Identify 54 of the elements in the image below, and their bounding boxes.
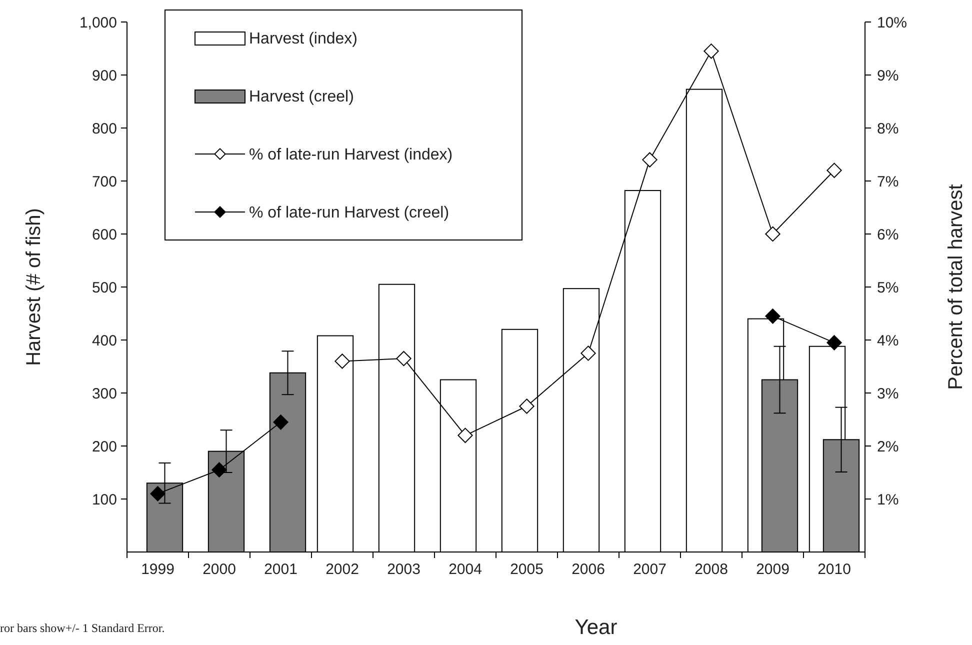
point xyxy=(580,346,596,361)
y2-tick-label: 6% xyxy=(877,226,899,244)
point xyxy=(765,226,780,242)
point xyxy=(519,398,534,414)
legend-label: Harvest (index) xyxy=(249,30,358,48)
point xyxy=(396,350,412,366)
legend-label: % of late-run Harvest (index) xyxy=(249,146,453,164)
x-tick-label: 1999 xyxy=(141,561,174,578)
point xyxy=(212,462,227,478)
x-tick-label: 2009 xyxy=(756,561,790,578)
y-tick-label: 1,000 xyxy=(79,14,117,32)
y2-tick-label: 7% xyxy=(877,173,899,190)
x-tick-label: 2000 xyxy=(202,561,236,578)
point xyxy=(704,44,719,59)
y-tick-label: 500 xyxy=(92,279,117,296)
x-tick-label: 2003 xyxy=(387,561,420,578)
y2-tick-label: 2% xyxy=(877,438,899,456)
y-tick-label: 300 xyxy=(92,385,117,402)
legend-label: Harvest (creel) xyxy=(249,88,354,106)
point xyxy=(334,354,350,369)
x-tick-label: 2006 xyxy=(572,561,605,578)
y2-tick-label: 9% xyxy=(877,67,899,84)
y2-tick-label: 10% xyxy=(877,14,908,32)
y2-tick-label: 1% xyxy=(877,491,899,508)
point xyxy=(150,486,166,502)
y-tick-label: 900 xyxy=(92,67,117,84)
y-tick-label: 800 xyxy=(92,120,117,138)
y2-tick-label: 4% xyxy=(877,332,899,350)
point xyxy=(826,335,842,350)
y-tick-label: 700 xyxy=(92,173,117,190)
y2-axis-title: Percent of total harvest xyxy=(945,184,967,390)
point xyxy=(642,152,658,168)
legend-label: % of late-run Harvest (creel) xyxy=(249,204,450,222)
y-tick-label: 600 xyxy=(92,226,117,244)
y-axis-title: Harvest (# of fish) xyxy=(23,208,45,366)
text: ror bars show+/- 1 Standard Error. xyxy=(0,621,165,635)
y2-tick-label: 3% xyxy=(877,385,899,402)
y-tick-label: 200 xyxy=(92,438,117,456)
y-tick-label: 400 xyxy=(92,332,117,350)
y2-tick-label: 5% xyxy=(877,279,899,296)
point xyxy=(458,428,473,443)
x-tick-label: 2002 xyxy=(326,561,359,578)
x-tick-label: 2007 xyxy=(633,561,666,578)
x-tick-label: 2004 xyxy=(448,561,482,578)
y2-tick-label: 8% xyxy=(877,120,899,138)
x-tick-label: 2010 xyxy=(818,561,851,578)
point xyxy=(826,162,842,178)
x-tick-label: 2005 xyxy=(510,561,544,578)
x-tick-label: 2008 xyxy=(694,561,728,578)
point xyxy=(765,308,780,324)
x-tick-label: 2001 xyxy=(264,561,298,578)
point xyxy=(273,414,288,430)
y-tick-label: 100 xyxy=(92,491,117,508)
x-axis-title: Year xyxy=(574,616,618,639)
